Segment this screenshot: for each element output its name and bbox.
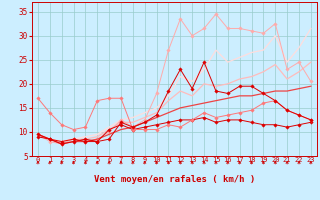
X-axis label: Vent moyen/en rafales ( km/h ): Vent moyen/en rafales ( km/h ) xyxy=(94,174,255,184)
